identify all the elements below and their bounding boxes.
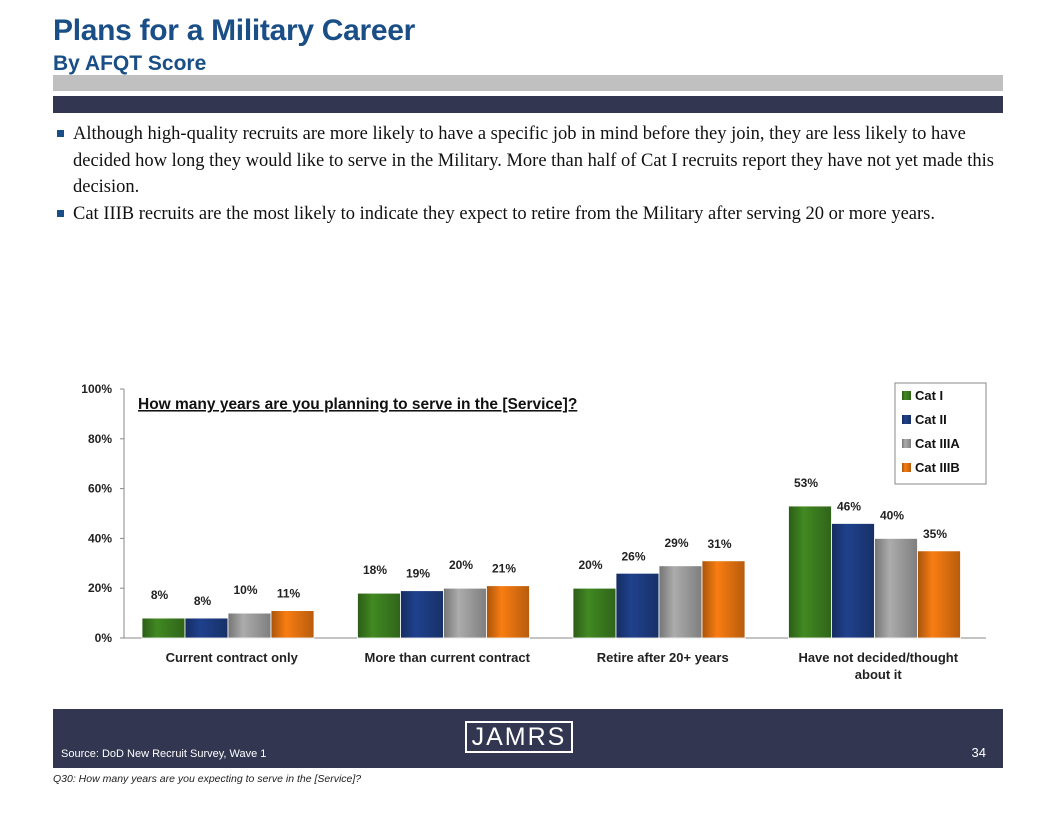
x-category-label: about it <box>855 667 903 682</box>
x-category-label: More than current contract <box>365 650 531 665</box>
bar <box>184 617 229 639</box>
bar-value-label: 11% <box>277 587 301 601</box>
bullet-square-icon <box>57 130 64 137</box>
bar-value-label: 29% <box>664 536 688 550</box>
bar-value-label: 40% <box>880 508 904 522</box>
footer-bar: JAMRS Source: DoD New Recruit Survey, Wa… <box>53 709 1003 768</box>
legend-swatch <box>902 415 911 424</box>
bar <box>788 505 832 639</box>
chart-title: How many years are you planning to serve… <box>138 396 577 413</box>
bullet-item: Although high-quality recruits are more … <box>56 121 996 201</box>
bar <box>658 565 703 639</box>
bar <box>357 592 401 639</box>
bullet-text: Cat IIIB recruits are the most likely to… <box>73 203 936 224</box>
y-tick-label: 40% <box>88 531 112 545</box>
bar <box>572 587 617 639</box>
question-note: Q30: How many years are you expecting to… <box>53 773 362 785</box>
bar-value-label: 26% <box>621 549 645 563</box>
bullet-square-icon <box>57 209 64 217</box>
bar-value-label: 20% <box>449 558 473 572</box>
x-category-label: Retire after 20+ years <box>597 650 729 665</box>
bar-value-label: 53% <box>794 476 818 490</box>
bar-value-label: 10% <box>233 583 257 597</box>
bar-value-label: 18% <box>363 563 387 577</box>
bar <box>270 610 315 639</box>
bar <box>831 523 875 639</box>
bar-value-label: 20% <box>578 558 602 572</box>
bar <box>874 538 918 639</box>
y-tick-label: 100% <box>81 382 112 396</box>
y-tick-label: 20% <box>88 581 112 595</box>
source-note: Source: DoD New Recruit Survey, Wave 1 <box>61 748 267 760</box>
legend-label: Cat I <box>915 388 943 403</box>
x-category-label: Current contract only <box>166 650 299 665</box>
bar <box>400 590 444 639</box>
bar-value-label: 35% <box>923 527 947 541</box>
legend-swatch <box>902 439 911 448</box>
legend-swatch <box>902 463 911 472</box>
bar-value-label: 46% <box>837 499 861 513</box>
bar <box>141 617 186 639</box>
bar <box>917 550 961 639</box>
header-navy-band <box>53 96 1003 113</box>
page-title: Plans for a Military Career <box>53 14 416 47</box>
legend-swatch <box>902 391 911 400</box>
bar <box>443 587 487 639</box>
legend-label: Cat II <box>915 412 947 427</box>
bar-chart: 0% 20% 40% 60% 80% 100% How many years are you… <box>81 382 987 682</box>
bullet-item: Cat IIIB recruits are the most likely to… <box>56 201 996 228</box>
header-gray-band <box>53 75 1003 91</box>
bar-value-label: 8% <box>194 594 212 608</box>
bar-value-label: 21% <box>492 562 516 576</box>
page-subtitle: By AFQT Score <box>53 52 207 75</box>
bar-value-label: 31% <box>707 537 731 551</box>
y-tick-label: 0% <box>95 631 113 645</box>
bullet-list: Although high-quality recruits are more … <box>56 121 996 227</box>
jamrs-logo: JAMRS <box>465 721 573 753</box>
y-tick-label: 80% <box>88 432 112 446</box>
bar-value-label: 8% <box>151 588 169 602</box>
x-category-label: Have not decided/thought <box>798 650 958 665</box>
legend-label: Cat IIIA <box>915 436 960 451</box>
legend-label: Cat IIIB <box>915 460 960 475</box>
bar-value-label: 19% <box>406 567 430 581</box>
bar <box>701 560 746 639</box>
bar <box>615 572 660 639</box>
bullet-text: Although high-quality recruits are more … <box>73 124 994 197</box>
y-tick-label: 60% <box>88 482 112 496</box>
bar <box>486 585 530 639</box>
bar <box>227 612 272 639</box>
page-number: 34 <box>971 745 986 760</box>
